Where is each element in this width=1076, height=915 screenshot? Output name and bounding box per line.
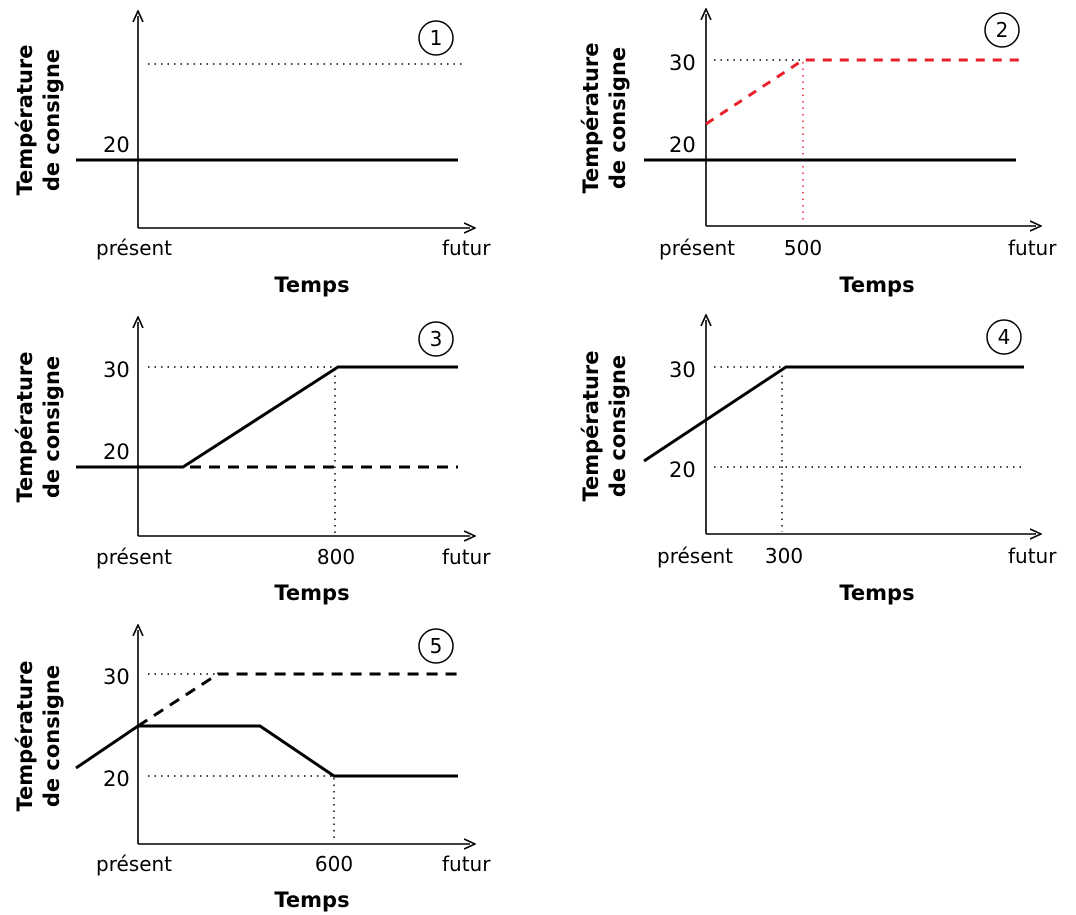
x-label-future: futur (442, 852, 491, 876)
y-axis-title-line1: Température (579, 42, 603, 193)
panel-1: Température de consigne 20 1 présent fut… (13, 16, 491, 297)
y-axis-title-line2: de consigne (606, 355, 630, 497)
y-axis-title-line1: Température (579, 350, 603, 501)
y-tick-30: 30 (669, 358, 696, 382)
x-label-present: présent (96, 545, 172, 569)
target-setpoint-dashed (137, 672, 458, 728)
x-label-present: présent (659, 236, 735, 260)
y-axis-title: Température de consigne (13, 660, 64, 811)
x-tick-500: 500 (784, 236, 822, 260)
panel-number: 2 (996, 18, 1009, 42)
y-axis-title-line2: de consigne (40, 665, 64, 807)
y-axis-title-line1: Température (13, 660, 37, 811)
x-axis-title: Temps (274, 888, 349, 912)
y-axis-title: Température de consigne (13, 351, 64, 502)
y-axis-title: Température de consigne (579, 42, 630, 193)
panel-5: Température de consigne 30 20 5 présent … (13, 629, 491, 912)
panel-number: 4 (998, 325, 1011, 349)
setpoint-ramp (76, 365, 458, 469)
panel-number-badge (984, 12, 1020, 48)
x-label-future: futur (1008, 236, 1057, 260)
x-tick-300: 300 (765, 544, 803, 568)
panel-4: Température de consigne 30 20 4 présent … (579, 320, 1057, 605)
setpoint-profile (75, 724, 458, 778)
panel-2: Température de consigne 30 20 2 présent … (579, 13, 1057, 297)
setpoint-ramp (643, 365, 1024, 463)
y-tick-20: 20 (669, 133, 696, 157)
x-tick-600: 600 (315, 852, 353, 876)
y-tick-30: 30 (103, 358, 130, 382)
panel-number: 3 (430, 327, 443, 351)
y-tick-30: 30 (669, 51, 696, 75)
y-axis-title-line1: Température (13, 44, 37, 195)
y-axis-title: Température de consigne (13, 44, 64, 195)
panel-number-badge (986, 319, 1022, 355)
x-label-future: futur (1008, 544, 1057, 568)
y-axis-title-line2: de consigne (40, 356, 64, 498)
y-tick-20: 20 (103, 440, 130, 464)
x-label-future: futur (442, 236, 491, 260)
x-label-present: présent (96, 236, 172, 260)
x-axis-title: Temps (839, 273, 914, 297)
panel-number: 5 (430, 634, 443, 658)
x-axis-title: Temps (839, 581, 914, 605)
y-axis-title: Température de consigne (579, 350, 630, 501)
y-axis-title-line2: de consigne (606, 47, 630, 189)
y-axis-title-line1: Température (13, 351, 37, 502)
panel-number: 1 (430, 26, 443, 50)
setpoint-target-dashed-red (705, 58, 1022, 126)
y-tick-30: 30 (103, 665, 130, 689)
panel-3: Température de consigne 30 20 3 présent … (13, 322, 491, 605)
panel-number-badge (418, 20, 454, 56)
y-axis-title-line2: de consigne (40, 49, 64, 191)
x-label-present: présent (657, 544, 733, 568)
x-label-future: futur (442, 545, 491, 569)
x-tick-800: 800 (317, 545, 355, 569)
y-tick-20: 20 (103, 133, 130, 157)
y-tick-20: 20 (103, 767, 130, 791)
y-tick-20: 20 (669, 458, 696, 482)
x-axis-title: Temps (274, 273, 349, 297)
x-label-present: présent (96, 852, 172, 876)
panel-number-badge (418, 321, 454, 357)
panel-number-badge (418, 628, 454, 664)
x-axis-title: Temps (274, 581, 349, 605)
